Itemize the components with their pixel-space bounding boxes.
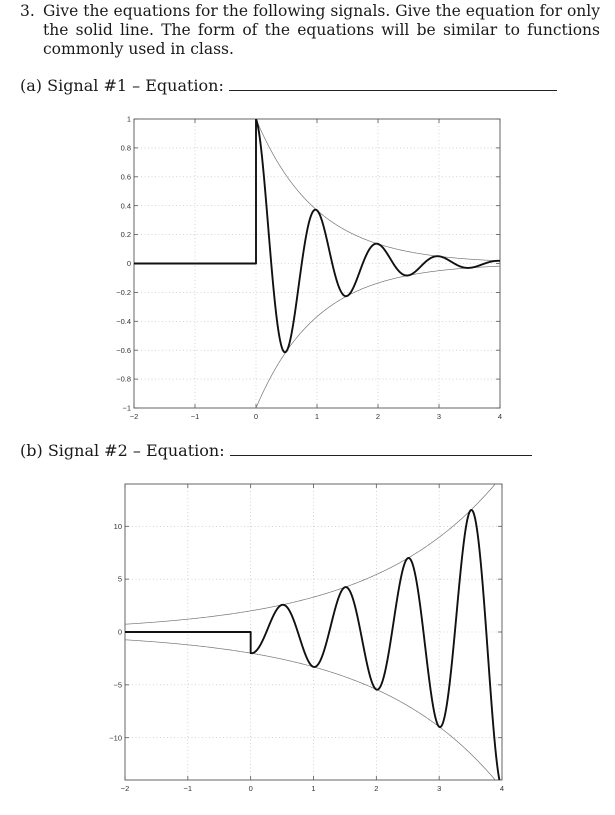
part-a: (a) Signal #1 – Equation:	[20, 76, 557, 95]
y-tick-label: 0	[127, 259, 131, 268]
x-tick-label: 2	[374, 784, 378, 793]
y-tick-label: −5	[113, 680, 122, 689]
x-tick-label: 3	[437, 412, 441, 421]
y-tick-label: −0.6	[116, 346, 131, 355]
question-text: Give the equations for the following sig…	[43, 2, 600, 58]
part-b-label: (b) Signal #2 – Equation:	[20, 441, 225, 460]
y-tick-label: −0.2	[116, 288, 131, 297]
x-tick-label: 2	[376, 412, 380, 421]
y-tick-label: −1	[122, 404, 131, 413]
question-block: 3. Give the equations for the following …	[20, 2, 600, 59]
part-b: (b) Signal #2 – Equation:	[20, 441, 532, 460]
part-a-label: (a) Signal #1 – Equation:	[20, 76, 224, 95]
y-tick-label: 0.4	[121, 201, 131, 210]
y-tick-label: 0.2	[121, 230, 131, 239]
x-tick-label: 1	[311, 784, 315, 793]
y-tick-label: 0.8	[121, 144, 131, 153]
y-tick-label: 10	[114, 522, 122, 531]
y-tick-label: 5	[118, 575, 122, 584]
y-tick-label: −0.8	[116, 375, 131, 384]
upper-envelope	[125, 484, 496, 625]
x-tick-label: 1	[315, 412, 319, 421]
x-tick-label: 3	[437, 784, 441, 793]
x-tick-label: 0	[254, 412, 258, 421]
y-tick-label: 0	[118, 628, 122, 637]
part-b-answer-blank[interactable]	[229, 441, 532, 456]
x-tick-label: 0	[249, 784, 253, 793]
question-number: 3.	[20, 2, 35, 20]
y-tick-label: 1	[127, 115, 131, 124]
y-tick-label: 0.6	[121, 172, 131, 181]
signal-curve	[134, 119, 500, 354]
lower-envelope	[255, 265, 500, 408]
part-a-answer-blank[interactable]	[228, 76, 557, 91]
y-tick-label: −10	[109, 733, 122, 742]
x-tick-label: −2	[130, 412, 139, 421]
x-tick-label: −1	[191, 412, 200, 421]
x-tick-label: 4	[500, 784, 504, 793]
signal-curve	[125, 509, 501, 780]
x-tick-label: −1	[184, 784, 193, 793]
x-tick-label: 4	[498, 412, 502, 421]
x-tick-label: −2	[121, 784, 130, 793]
y-tick-label: −0.4	[116, 317, 131, 326]
